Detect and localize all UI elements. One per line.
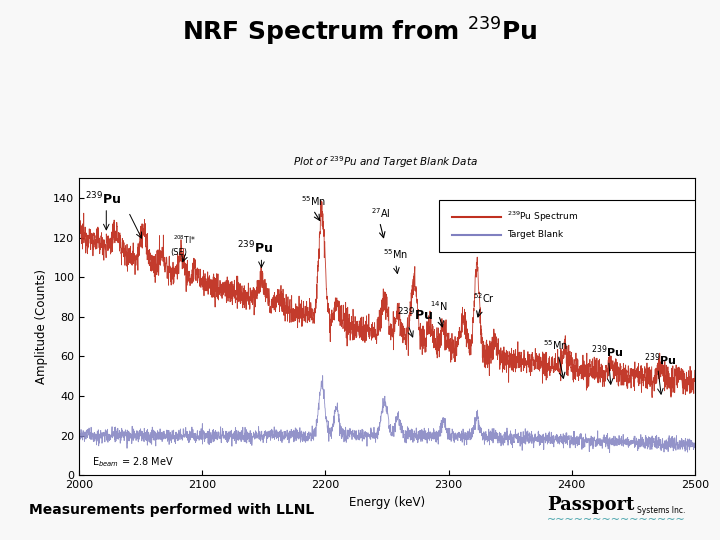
Text: E$_{beam}$ = 2.8 MeV: E$_{beam}$ = 2.8 MeV: [91, 455, 174, 469]
Text: $^{14}$N: $^{14}$N: [430, 299, 448, 313]
Text: ~~~~~~~~~~~~~~~: ~~~~~~~~~~~~~~~: [547, 515, 686, 524]
Text: Target Blank: Target Blank: [507, 230, 563, 239]
Y-axis label: Amplitude (Counts): Amplitude (Counts): [35, 269, 48, 384]
X-axis label: Energy (keV): Energy (keV): [349, 496, 425, 509]
Text: $^{55}$Mn: $^{55}$Mn: [383, 247, 408, 261]
FancyBboxPatch shape: [439, 200, 695, 252]
Text: Plot of $^{239}$Pu and Target Blank Data: Plot of $^{239}$Pu and Target Blank Data: [293, 154, 477, 170]
Text: (SE): (SE): [171, 248, 187, 258]
Text: $^{55}$Mn: $^{55}$Mn: [544, 339, 568, 353]
Text: NRF Spectrum from $^{239}$Pu: NRF Spectrum from $^{239}$Pu: [182, 16, 538, 49]
Text: Measurements performed with LLNL: Measurements performed with LLNL: [29, 503, 314, 517]
Text: Passport: Passport: [547, 496, 634, 514]
Text: $^{239}$Pu: $^{239}$Pu: [237, 240, 273, 256]
Text: $^{208}$Tl*: $^{208}$Tl*: [173, 233, 196, 246]
Text: $^{239}$Pu: $^{239}$Pu: [86, 190, 122, 207]
Text: $^{239}$Pu: $^{239}$Pu: [591, 343, 624, 360]
Text: $^{55}$Mn: $^{55}$Mn: [301, 194, 325, 208]
Text: $^{239}$Pu: $^{239}$Pu: [644, 351, 677, 368]
Text: $^{239}$Pu Spectrum: $^{239}$Pu Spectrum: [507, 210, 578, 224]
Text: $^{239}$Pu: $^{239}$Pu: [397, 307, 433, 324]
Text: $^{52}$Cr: $^{52}$Cr: [473, 291, 495, 305]
Text: $^{27}$Al: $^{27}$Al: [371, 206, 390, 220]
Text: Systems Inc.: Systems Inc.: [637, 506, 685, 515]
